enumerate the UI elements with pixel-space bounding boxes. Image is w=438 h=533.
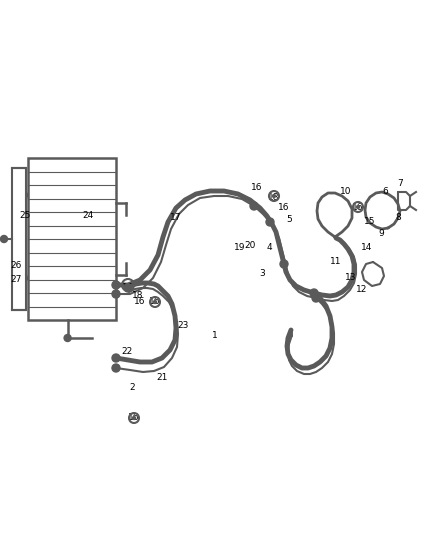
Text: 16: 16	[251, 183, 263, 192]
Text: 18: 18	[132, 292, 144, 301]
Circle shape	[310, 289, 318, 297]
Circle shape	[272, 195, 276, 198]
Bar	[28, 158, 116, 320]
Circle shape	[112, 364, 120, 372]
Text: 21: 21	[156, 373, 168, 382]
Text: 23: 23	[177, 321, 189, 330]
Text: 12: 12	[356, 286, 367, 295]
Text: 27: 27	[11, 276, 22, 285]
Text: 15: 15	[364, 216, 376, 225]
Text: 16: 16	[128, 414, 140, 423]
Circle shape	[64, 335, 71, 342]
Text: 4: 4	[266, 243, 272, 252]
Text: 5: 5	[286, 215, 292, 224]
Text: 3: 3	[259, 269, 265, 278]
Text: 24: 24	[82, 212, 94, 221]
Text: 16: 16	[122, 284, 134, 293]
Text: 16: 16	[134, 297, 146, 306]
Circle shape	[133, 416, 135, 419]
Text: 20: 20	[244, 240, 256, 249]
Text: 16: 16	[149, 297, 161, 306]
Circle shape	[112, 281, 120, 289]
Circle shape	[127, 284, 130, 287]
Text: 6: 6	[382, 188, 388, 197]
Text: 22: 22	[121, 348, 133, 357]
Text: 26: 26	[11, 261, 22, 270]
Text: 19: 19	[234, 244, 246, 253]
Text: 18: 18	[268, 193, 280, 203]
Text: 16: 16	[352, 203, 364, 212]
Text: 17: 17	[170, 213, 182, 222]
Circle shape	[153, 301, 156, 303]
Text: 9: 9	[378, 230, 384, 238]
Text: 7: 7	[397, 179, 403, 188]
Text: 16: 16	[278, 204, 290, 213]
Text: 11: 11	[330, 256, 342, 265]
Circle shape	[266, 218, 274, 226]
Text: 2: 2	[129, 384, 135, 392]
Circle shape	[280, 260, 288, 268]
Circle shape	[357, 206, 360, 208]
Text: 1: 1	[212, 330, 218, 340]
Circle shape	[250, 202, 258, 210]
Text: 10: 10	[340, 188, 352, 197]
Circle shape	[124, 284, 132, 292]
Text: 14: 14	[361, 244, 373, 253]
Text: 25: 25	[19, 211, 31, 220]
Circle shape	[112, 290, 120, 298]
Circle shape	[112, 354, 120, 362]
Circle shape	[0, 236, 7, 243]
Circle shape	[312, 294, 320, 302]
Bar	[12, 168, 26, 310]
Text: 13: 13	[345, 272, 357, 281]
Text: 8: 8	[395, 214, 401, 222]
